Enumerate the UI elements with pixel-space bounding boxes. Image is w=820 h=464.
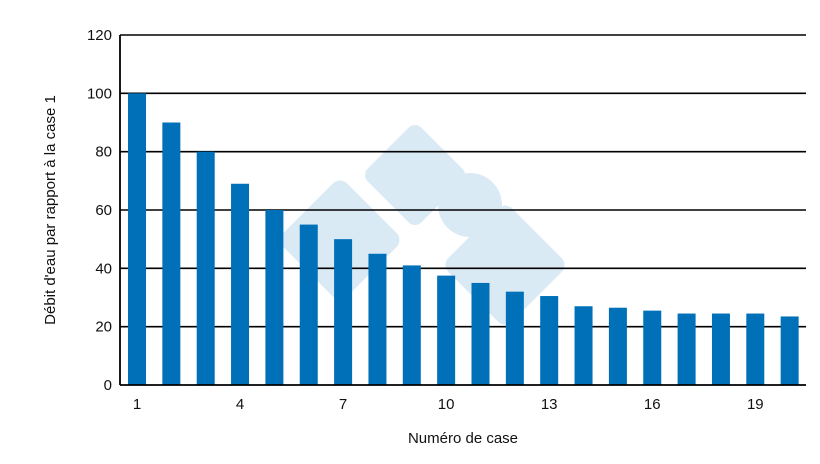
bar bbox=[437, 275, 456, 385]
bar bbox=[643, 310, 662, 385]
bar bbox=[265, 210, 284, 385]
x-tick-label: 4 bbox=[236, 396, 244, 413]
y-tick-label: 120 bbox=[87, 27, 112, 44]
bar bbox=[677, 313, 696, 385]
y-tick-label: 40 bbox=[95, 260, 112, 277]
x-tick-label: 10 bbox=[438, 396, 455, 413]
x-tick-label: 16 bbox=[644, 396, 661, 413]
x-tick-label: 7 bbox=[339, 396, 347, 413]
bar bbox=[299, 224, 318, 385]
x-tick-label: 13 bbox=[541, 396, 558, 413]
bar bbox=[574, 306, 593, 385]
y-tick-label: 20 bbox=[95, 319, 112, 336]
y-tick-label: 100 bbox=[87, 85, 112, 102]
bar bbox=[780, 316, 799, 385]
bar bbox=[128, 93, 146, 385]
bar bbox=[746, 313, 765, 385]
bar bbox=[196, 151, 215, 385]
bar bbox=[231, 183, 250, 385]
y-axis-title: Débit d'eau par rapport à la case 1 bbox=[42, 95, 59, 325]
x-tick-label: 1 bbox=[133, 396, 141, 413]
bar bbox=[608, 307, 627, 385]
y-tick-label: 60 bbox=[95, 202, 112, 219]
x-tick-labels: 1 4 7 10 13 16 19 bbox=[133, 396, 764, 413]
x-tick-label: 19 bbox=[747, 396, 764, 413]
x-axis-title: Numéro de case bbox=[408, 430, 518, 447]
bar bbox=[540, 296, 559, 385]
bar bbox=[334, 239, 353, 385]
y-tick-label: 80 bbox=[95, 144, 112, 161]
bar bbox=[162, 122, 181, 385]
bar bbox=[368, 253, 387, 385]
bar bbox=[505, 291, 524, 385]
y-tick-label: 0 bbox=[104, 377, 112, 394]
y-tick-labels: 0 20 40 60 80 100 120 bbox=[87, 27, 112, 394]
bar bbox=[471, 282, 490, 385]
bar bbox=[402, 265, 421, 385]
bar bbox=[711, 313, 730, 385]
axes bbox=[119, 35, 806, 386]
bars bbox=[128, 93, 799, 385]
